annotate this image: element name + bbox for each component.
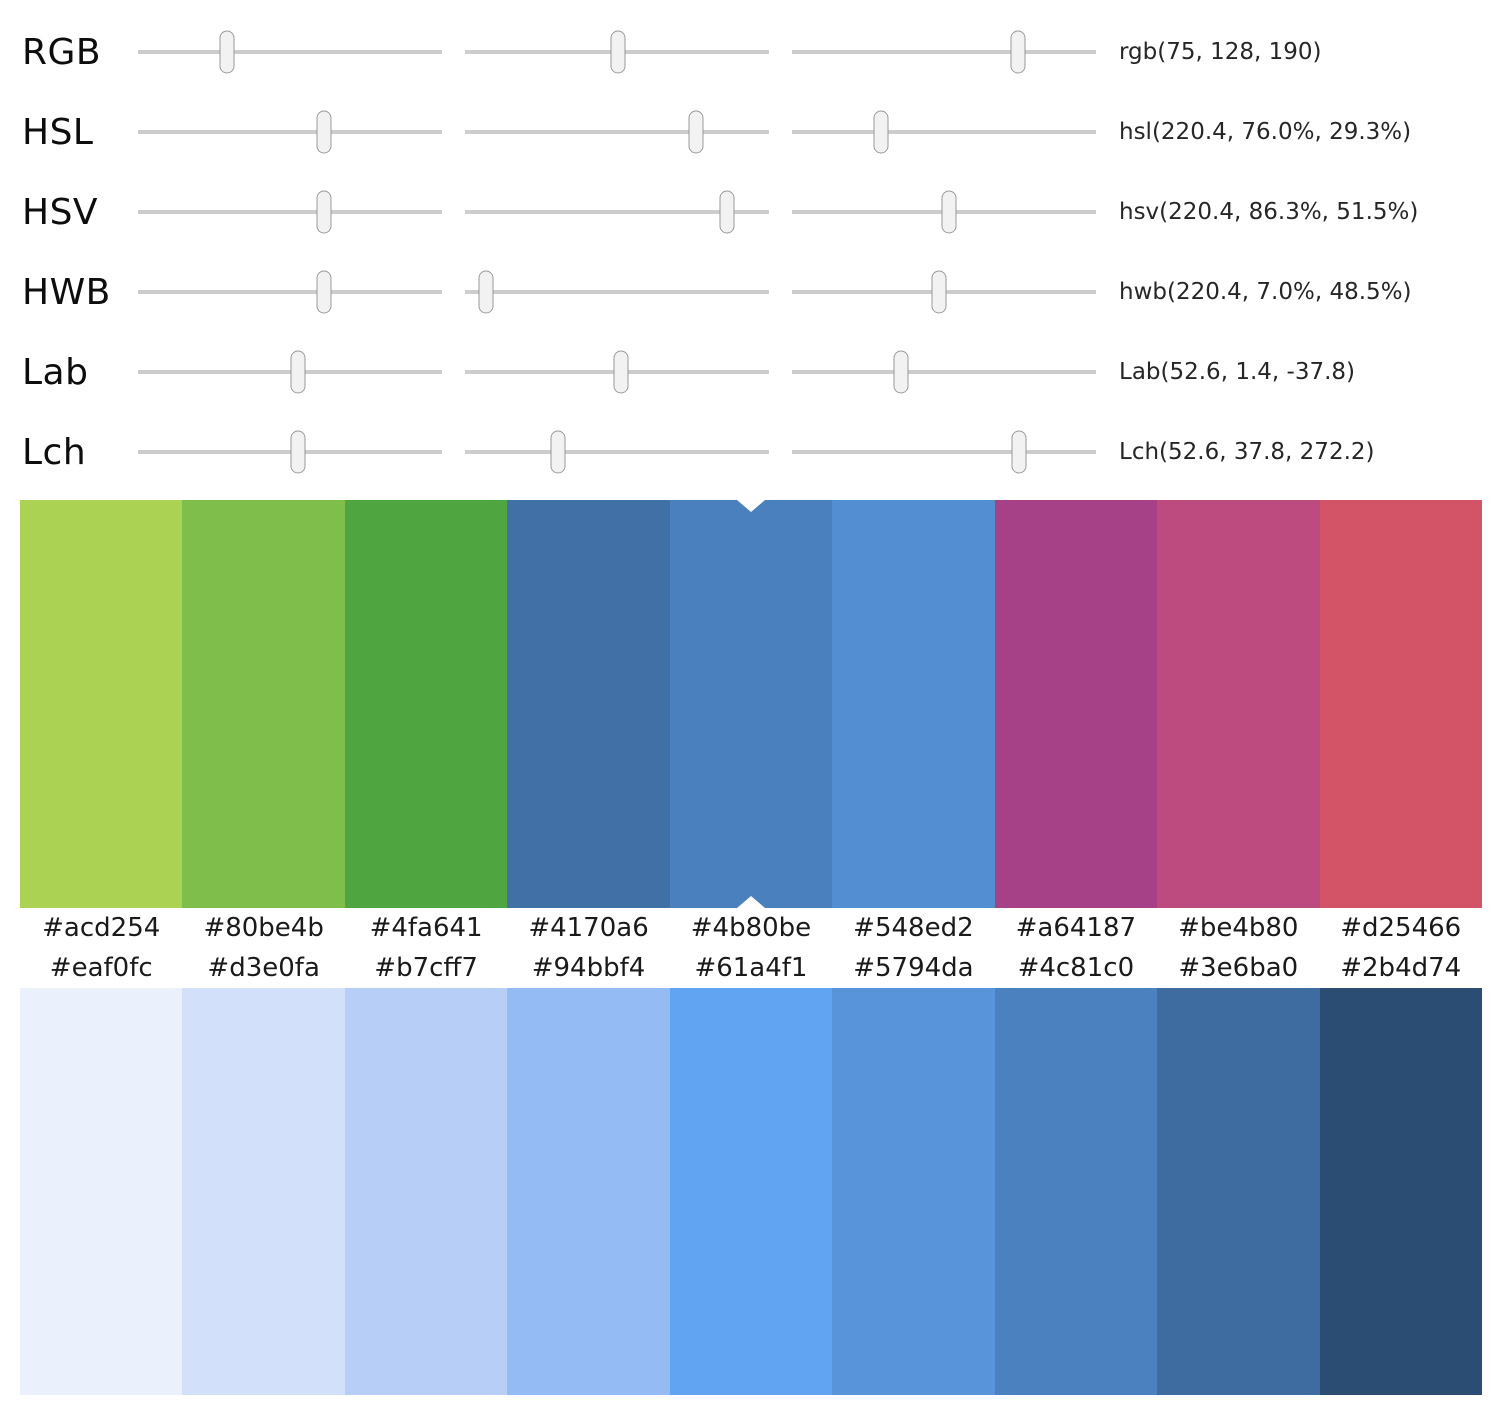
slider-handle[interactable] [550,430,566,474]
slider-track[interactable] [792,30,1096,74]
slider-track[interactable] [465,30,769,74]
color-value-text: Lch(52.6, 37.8, 272.2) [1119,439,1375,465]
hex-code-label: #4c81c0 [1017,953,1135,983]
slider-track[interactable] [792,270,1096,314]
color-model-label: HSL [22,111,94,153]
color-value-text: Lab(52.6, 1.4, -37.8) [1119,359,1355,385]
color-swatch[interactable] [1319,988,1482,1395]
hex-code-label: #d3e0fa [207,953,320,983]
hex-code-label: #5794da [853,953,974,983]
slider-handle[interactable] [316,270,332,314]
hex-code-label: #2b4d74 [1340,953,1462,983]
slider-handle[interactable] [219,30,235,74]
slider-handle[interactable] [719,190,735,234]
color-swatch[interactable] [20,500,183,908]
slider-track[interactable] [465,430,769,474]
color-model-label: Lab [22,351,89,393]
tint-scale-hex-labels: #eaf0fc #d3e0fa #b7cff7 #94bbf4 #61a4f1 #5794… [20,948,1482,988]
slider-handle[interactable] [1011,430,1027,474]
color-swatch[interactable] [507,988,670,1395]
slider-track[interactable] [792,350,1096,394]
color-swatch[interactable] [832,988,995,1395]
slider-track[interactable] [138,350,442,394]
slider-handle[interactable] [941,190,957,234]
hex-code-label: #4170a6 [528,913,649,943]
hex-code-label: #4fa641 [369,913,483,943]
slider-track[interactable] [465,270,769,314]
tint-shade-palette [20,988,1482,1395]
hex-code-label: #eaf0fc [49,953,153,983]
slider-handle[interactable] [931,270,947,314]
hex-code-label: #acd254 [42,913,161,943]
color-value-text: hsv(220.4, 86.3%, 51.5%) [1119,199,1419,225]
slider-row-hsl: HSL hsl(220.4, 76.0%, 29.3%) [22,92,1501,172]
color-swatch[interactable] [344,500,508,908]
color-swatch[interactable] [669,500,833,908]
slider-handle[interactable] [613,350,629,394]
slider-track[interactable] [138,110,442,154]
slider-track[interactable] [465,350,769,394]
slider-handle[interactable] [1010,30,1026,74]
slider-row-hsv: HSV hsv(220.4, 86.3%, 51.5%) [22,172,1501,252]
slider-row-hwb: HWB hwb(220.4, 7.0%, 48.5%) [22,252,1501,332]
slider-track[interactable] [465,190,769,234]
color-model-label: HSV [22,191,99,233]
color-swatch[interactable] [1157,500,1320,908]
color-value-text: rgb(75, 128, 190) [1119,39,1322,65]
slider-handle[interactable] [893,350,909,394]
slider-track[interactable] [138,430,442,474]
hex-code-label: #a64187 [1015,913,1137,943]
slider-handle[interactable] [290,350,306,394]
hex-code-label: #4b80be [690,913,812,943]
color-model-label: HWB [22,271,111,313]
color-model-label: Lch [22,431,87,473]
color-swatch[interactable] [994,988,1158,1395]
slider-row-lch: Lch Lch(52.6, 37.8, 272.2) [22,412,1501,492]
color-model-sliders: RGB rgb(75, 128, 190) HSL hsl(220.4, 76.… [0,0,1501,492]
color-swatch[interactable] [1157,988,1320,1395]
slider-handle[interactable] [610,30,626,74]
slider-track[interactable] [138,30,442,74]
color-swatch[interactable] [20,988,183,1395]
hex-code-label: #61a4f1 [694,953,808,983]
color-swatch[interactable] [182,500,345,908]
slider-row-lab: Lab Lab(52.6, 1.4, -37.8) [22,332,1501,412]
slider-handle[interactable] [316,190,332,234]
slider-handle[interactable] [316,110,332,154]
color-value-text: hwb(220.4, 7.0%, 48.5%) [1119,279,1412,305]
color-model-label: RGB [22,31,102,73]
color-swatch[interactable] [344,988,508,1395]
slider-track[interactable] [792,430,1096,474]
hex-code-label: #d25466 [1340,913,1462,943]
hex-code-label: #b7cff7 [374,953,478,983]
hex-code-label: #be4b80 [1178,913,1299,943]
hue-scale-hex-labels: #acd254 #80be4b #4fa641 #4170a6 #4b80be #548e… [20,908,1482,948]
slider-track[interactable] [138,190,442,234]
slider-handle[interactable] [290,430,306,474]
color-swatch[interactable] [994,500,1158,908]
hex-code-label: #80be4b [203,913,324,943]
color-value-text: hsl(220.4, 76.0%, 29.3%) [1119,119,1412,145]
color-swatch[interactable] [182,988,345,1395]
color-swatch[interactable] [1319,500,1482,908]
color-swatch[interactable] [507,500,670,908]
slider-track[interactable] [138,270,442,314]
slider-track[interactable] [465,110,769,154]
slider-track[interactable] [792,110,1096,154]
hex-code-label: #548ed2 [853,913,974,943]
hue-scale-palette [20,500,1482,908]
hex-code-label: #94bbf4 [531,953,646,983]
color-swatch[interactable] [832,500,995,908]
hex-code-label: #3e6ba0 [1178,953,1299,983]
slider-row-rgb: RGB rgb(75, 128, 190) [22,12,1501,92]
slider-handle[interactable] [873,110,889,154]
slider-handle[interactable] [688,110,704,154]
color-swatch[interactable] [669,988,833,1395]
slider-track[interactable] [792,190,1096,234]
slider-handle[interactable] [478,270,494,314]
